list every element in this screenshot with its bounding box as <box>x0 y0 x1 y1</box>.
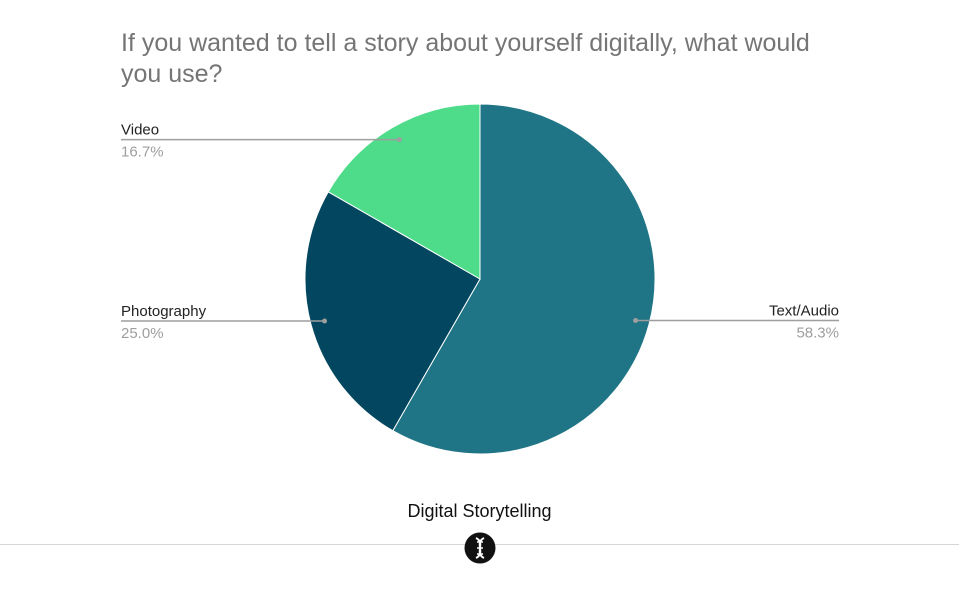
slice-percent-photography: 25.0% <box>121 325 164 342</box>
slice-label-video: Video <box>121 122 159 139</box>
dna-helix-logo-icon <box>464 532 496 564</box>
pie-slice-video <box>327 103 481 280</box>
callout-dot-text-audio <box>633 318 639 324</box>
slice-percent-text-audio: 58.3% <box>796 325 839 342</box>
pie-slice-text-audio <box>392 103 656 455</box>
callout-dot-photography <box>322 318 328 324</box>
pie-slice-photography <box>304 191 481 432</box>
callout-dot-video <box>396 137 402 143</box>
footer-brand-name: Digital Storytelling <box>407 501 552 521</box>
slice-label-text-audio: Text/Audio <box>769 303 839 320</box>
pie-callouts: Text/Audio 58.3% Photography 25.0% Video 16.7… <box>121 122 839 342</box>
chart-title: If you wanted to tell a story about your… <box>121 29 810 88</box>
slice-percent-video: 16.7% <box>121 144 164 161</box>
pie-slices <box>304 103 656 455</box>
slice-label-photography: Photography <box>121 303 207 320</box>
